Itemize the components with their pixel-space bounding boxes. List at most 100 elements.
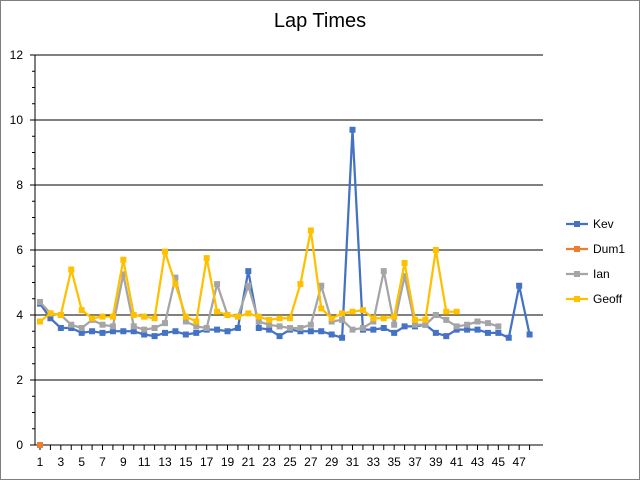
x-tick-label: 17 — [200, 455, 214, 469]
y-tick-label: 4 — [16, 308, 23, 322]
series-line — [39, 128, 531, 339]
data-point — [443, 316, 450, 323]
data-point — [328, 318, 335, 325]
data-point — [401, 260, 408, 266]
data-point — [193, 318, 200, 325]
data-point — [78, 329, 85, 336]
series-kev — [37, 126, 533, 341]
y-tick-label: 2 — [16, 373, 23, 387]
data-point — [276, 323, 283, 330]
series-geoff — [37, 227, 460, 325]
data-point — [307, 328, 314, 335]
data-point — [130, 323, 137, 330]
data-point — [474, 318, 481, 325]
data-point — [318, 282, 325, 289]
data-point — [349, 308, 356, 315]
data-point — [412, 316, 418, 323]
data-point — [391, 321, 398, 328]
data-point — [328, 331, 335, 338]
data-point — [172, 274, 179, 281]
data-point — [287, 315, 293, 322]
data-point — [255, 318, 262, 325]
legend-swatch-marker — [574, 246, 580, 252]
data-point — [151, 315, 158, 322]
data-point — [214, 281, 221, 288]
data-point — [266, 321, 273, 328]
data-point — [37, 442, 43, 448]
data-point — [339, 310, 346, 317]
data-point — [443, 333, 450, 340]
data-point — [380, 325, 387, 331]
data-point — [224, 312, 231, 318]
data-point — [422, 316, 429, 323]
data-point — [464, 321, 471, 328]
x-tick-label: 3 — [57, 455, 64, 469]
data-point — [401, 273, 408, 279]
data-point — [141, 313, 148, 320]
data-point — [255, 325, 262, 331]
data-point — [203, 255, 210, 262]
data-point — [37, 318, 43, 325]
data-point — [505, 334, 512, 341]
data-point — [109, 313, 116, 320]
data-point — [401, 323, 408, 330]
series-layer — [37, 126, 533, 448]
legend: Kev Dum1 Ian Geoff — [566, 217, 625, 306]
data-point — [287, 325, 293, 331]
data-point — [453, 326, 460, 333]
data-point — [99, 313, 106, 320]
data-point — [57, 312, 64, 318]
data-point — [151, 325, 158, 331]
data-point — [307, 227, 314, 234]
data-point — [99, 329, 106, 336]
x-tick-label: 39 — [429, 455, 443, 469]
data-point — [203, 325, 210, 331]
data-point — [276, 315, 283, 322]
data-point — [151, 333, 158, 340]
data-point — [380, 268, 387, 275]
legend-label: Dum1 — [593, 242, 625, 256]
y-tick-label: 10 — [10, 113, 24, 127]
data-point — [141, 326, 148, 333]
x-tick-label: 13 — [158, 455, 172, 469]
data-point — [130, 312, 137, 318]
data-point — [68, 325, 75, 331]
x-tick-label: 7 — [99, 455, 106, 469]
data-point — [276, 333, 283, 340]
y-tick-label: 0 — [16, 438, 23, 452]
data-point — [162, 248, 168, 255]
y-tick-label: 12 — [10, 48, 24, 62]
series-dum1 — [37, 442, 43, 448]
y-tick-label: 8 — [16, 178, 23, 192]
legend-item-kev: Kev — [566, 217, 614, 231]
x-tick-label: 29 — [325, 455, 339, 469]
data-point — [516, 282, 523, 289]
x-tick-label: 47 — [512, 455, 526, 469]
data-point — [68, 266, 75, 273]
data-point — [57, 325, 64, 331]
data-point — [37, 299, 43, 305]
x-tick-label: 19 — [221, 455, 235, 469]
legend-swatch-marker — [574, 271, 580, 277]
data-point — [318, 328, 325, 335]
data-point — [109, 328, 116, 335]
data-point — [495, 329, 502, 336]
data-point — [172, 281, 179, 288]
data-point — [432, 247, 439, 253]
data-point — [162, 329, 168, 336]
data-point — [474, 326, 481, 333]
data-point — [453, 308, 460, 315]
x-tick-label: 45 — [492, 455, 506, 469]
data-point — [359, 325, 366, 331]
data-point — [359, 307, 366, 314]
data-point — [214, 308, 221, 315]
data-point — [193, 323, 200, 330]
legend-item-geoff: Geoff — [566, 292, 623, 306]
data-point — [193, 329, 200, 336]
data-point — [432, 329, 439, 336]
legend-label: Kev — [593, 217, 614, 231]
data-point — [141, 331, 148, 338]
x-tick-label: 1 — [37, 455, 44, 469]
